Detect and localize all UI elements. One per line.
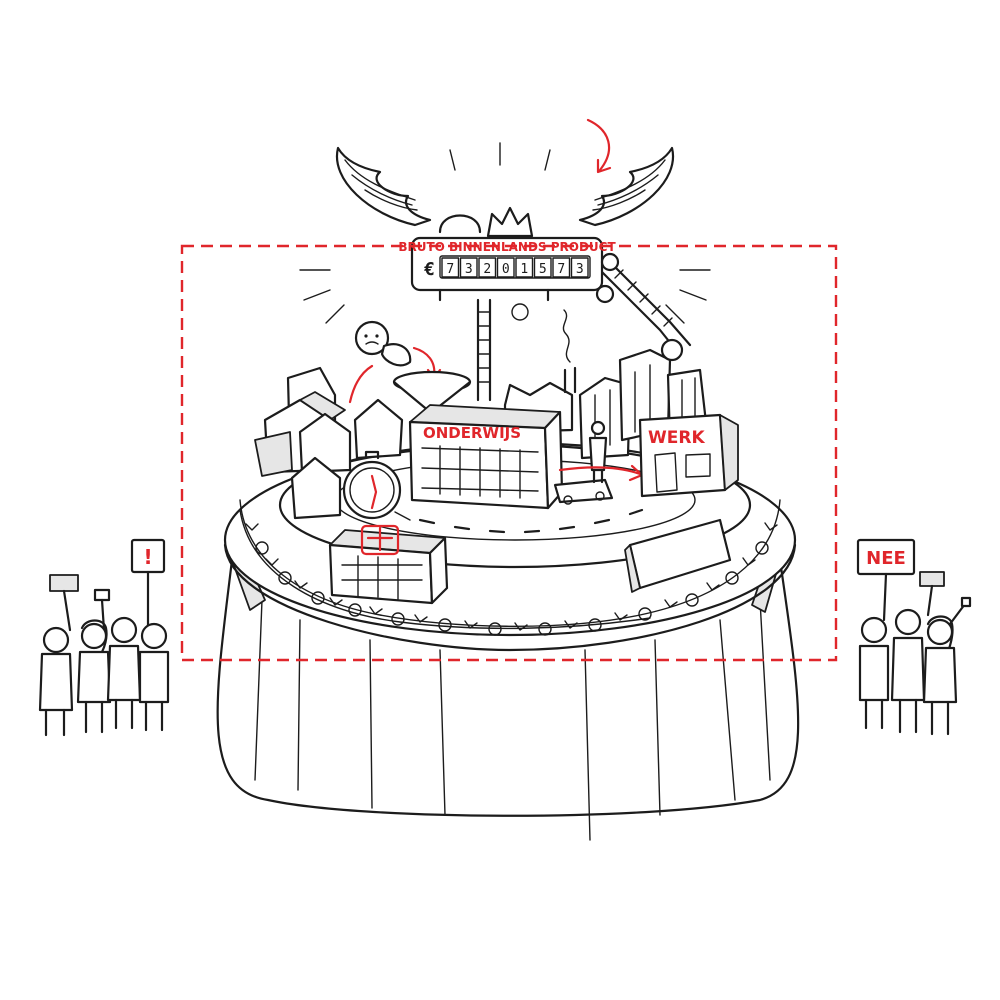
road-dashes bbox=[418, 508, 644, 534]
left-protest-sign-text: ! bbox=[143, 545, 152, 569]
right-protest-sign-text: NEE bbox=[866, 548, 906, 569]
gdp-digit: 7 bbox=[446, 262, 454, 277]
gdp-digit: 3 bbox=[576, 262, 584, 277]
hospital-cross-icon bbox=[360, 524, 400, 556]
crown-icon bbox=[486, 206, 534, 238]
gdp-digit: 7 bbox=[557, 262, 565, 277]
protest-sign-icon bbox=[49, 574, 79, 592]
baby-figure bbox=[354, 320, 412, 367]
top-arrow-icon bbox=[586, 118, 612, 174]
gdp-digit: 2 bbox=[483, 262, 491, 277]
gdp-digit-cell bbox=[478, 257, 497, 278]
gdp-digit-cell bbox=[552, 257, 571, 278]
barbed-wire-icon bbox=[239, 499, 781, 636]
gear-icon bbox=[660, 338, 684, 362]
houses-left bbox=[254, 391, 404, 520]
gdp-digit: 0 bbox=[502, 262, 510, 277]
protest-sign-icon bbox=[919, 571, 945, 587]
ladder bbox=[476, 298, 492, 402]
worker-on-conveyor bbox=[553, 420, 614, 505]
protest-group-right bbox=[856, 538, 972, 736]
conveyor-arrow-icon bbox=[558, 466, 642, 476]
protest-group-left bbox=[38, 538, 170, 737]
work-label: WERK bbox=[648, 428, 705, 448]
gdp-digit-cell bbox=[496, 257, 515, 278]
stopwatch-icon bbox=[342, 450, 411, 521]
school-building bbox=[408, 404, 564, 510]
right-block-building bbox=[624, 518, 732, 593]
school-label: ONDERWIJS bbox=[423, 424, 521, 442]
gdp-digit: 3 bbox=[465, 262, 473, 277]
gdp-digit-cell bbox=[515, 257, 534, 278]
work-building bbox=[638, 413, 739, 498]
gear-icon bbox=[595, 284, 615, 304]
gdp-digit: 1 bbox=[520, 262, 528, 277]
gear-icon bbox=[600, 252, 620, 272]
gdp-digit: 5 bbox=[539, 262, 547, 277]
red-arrow-icon bbox=[348, 364, 374, 404]
gdp-currency: € bbox=[424, 259, 435, 280]
gdp-digit-cell bbox=[533, 257, 552, 278]
gdp-digit-cell bbox=[570, 257, 589, 278]
winged-gdp-sign-icon bbox=[299, 142, 711, 324]
gdp-digit-cell bbox=[441, 257, 460, 278]
crane-arm bbox=[595, 260, 692, 362]
gdp-digit-cell bbox=[459, 257, 478, 278]
highlight-frame bbox=[180, 244, 838, 662]
hospital-building bbox=[328, 529, 449, 605]
